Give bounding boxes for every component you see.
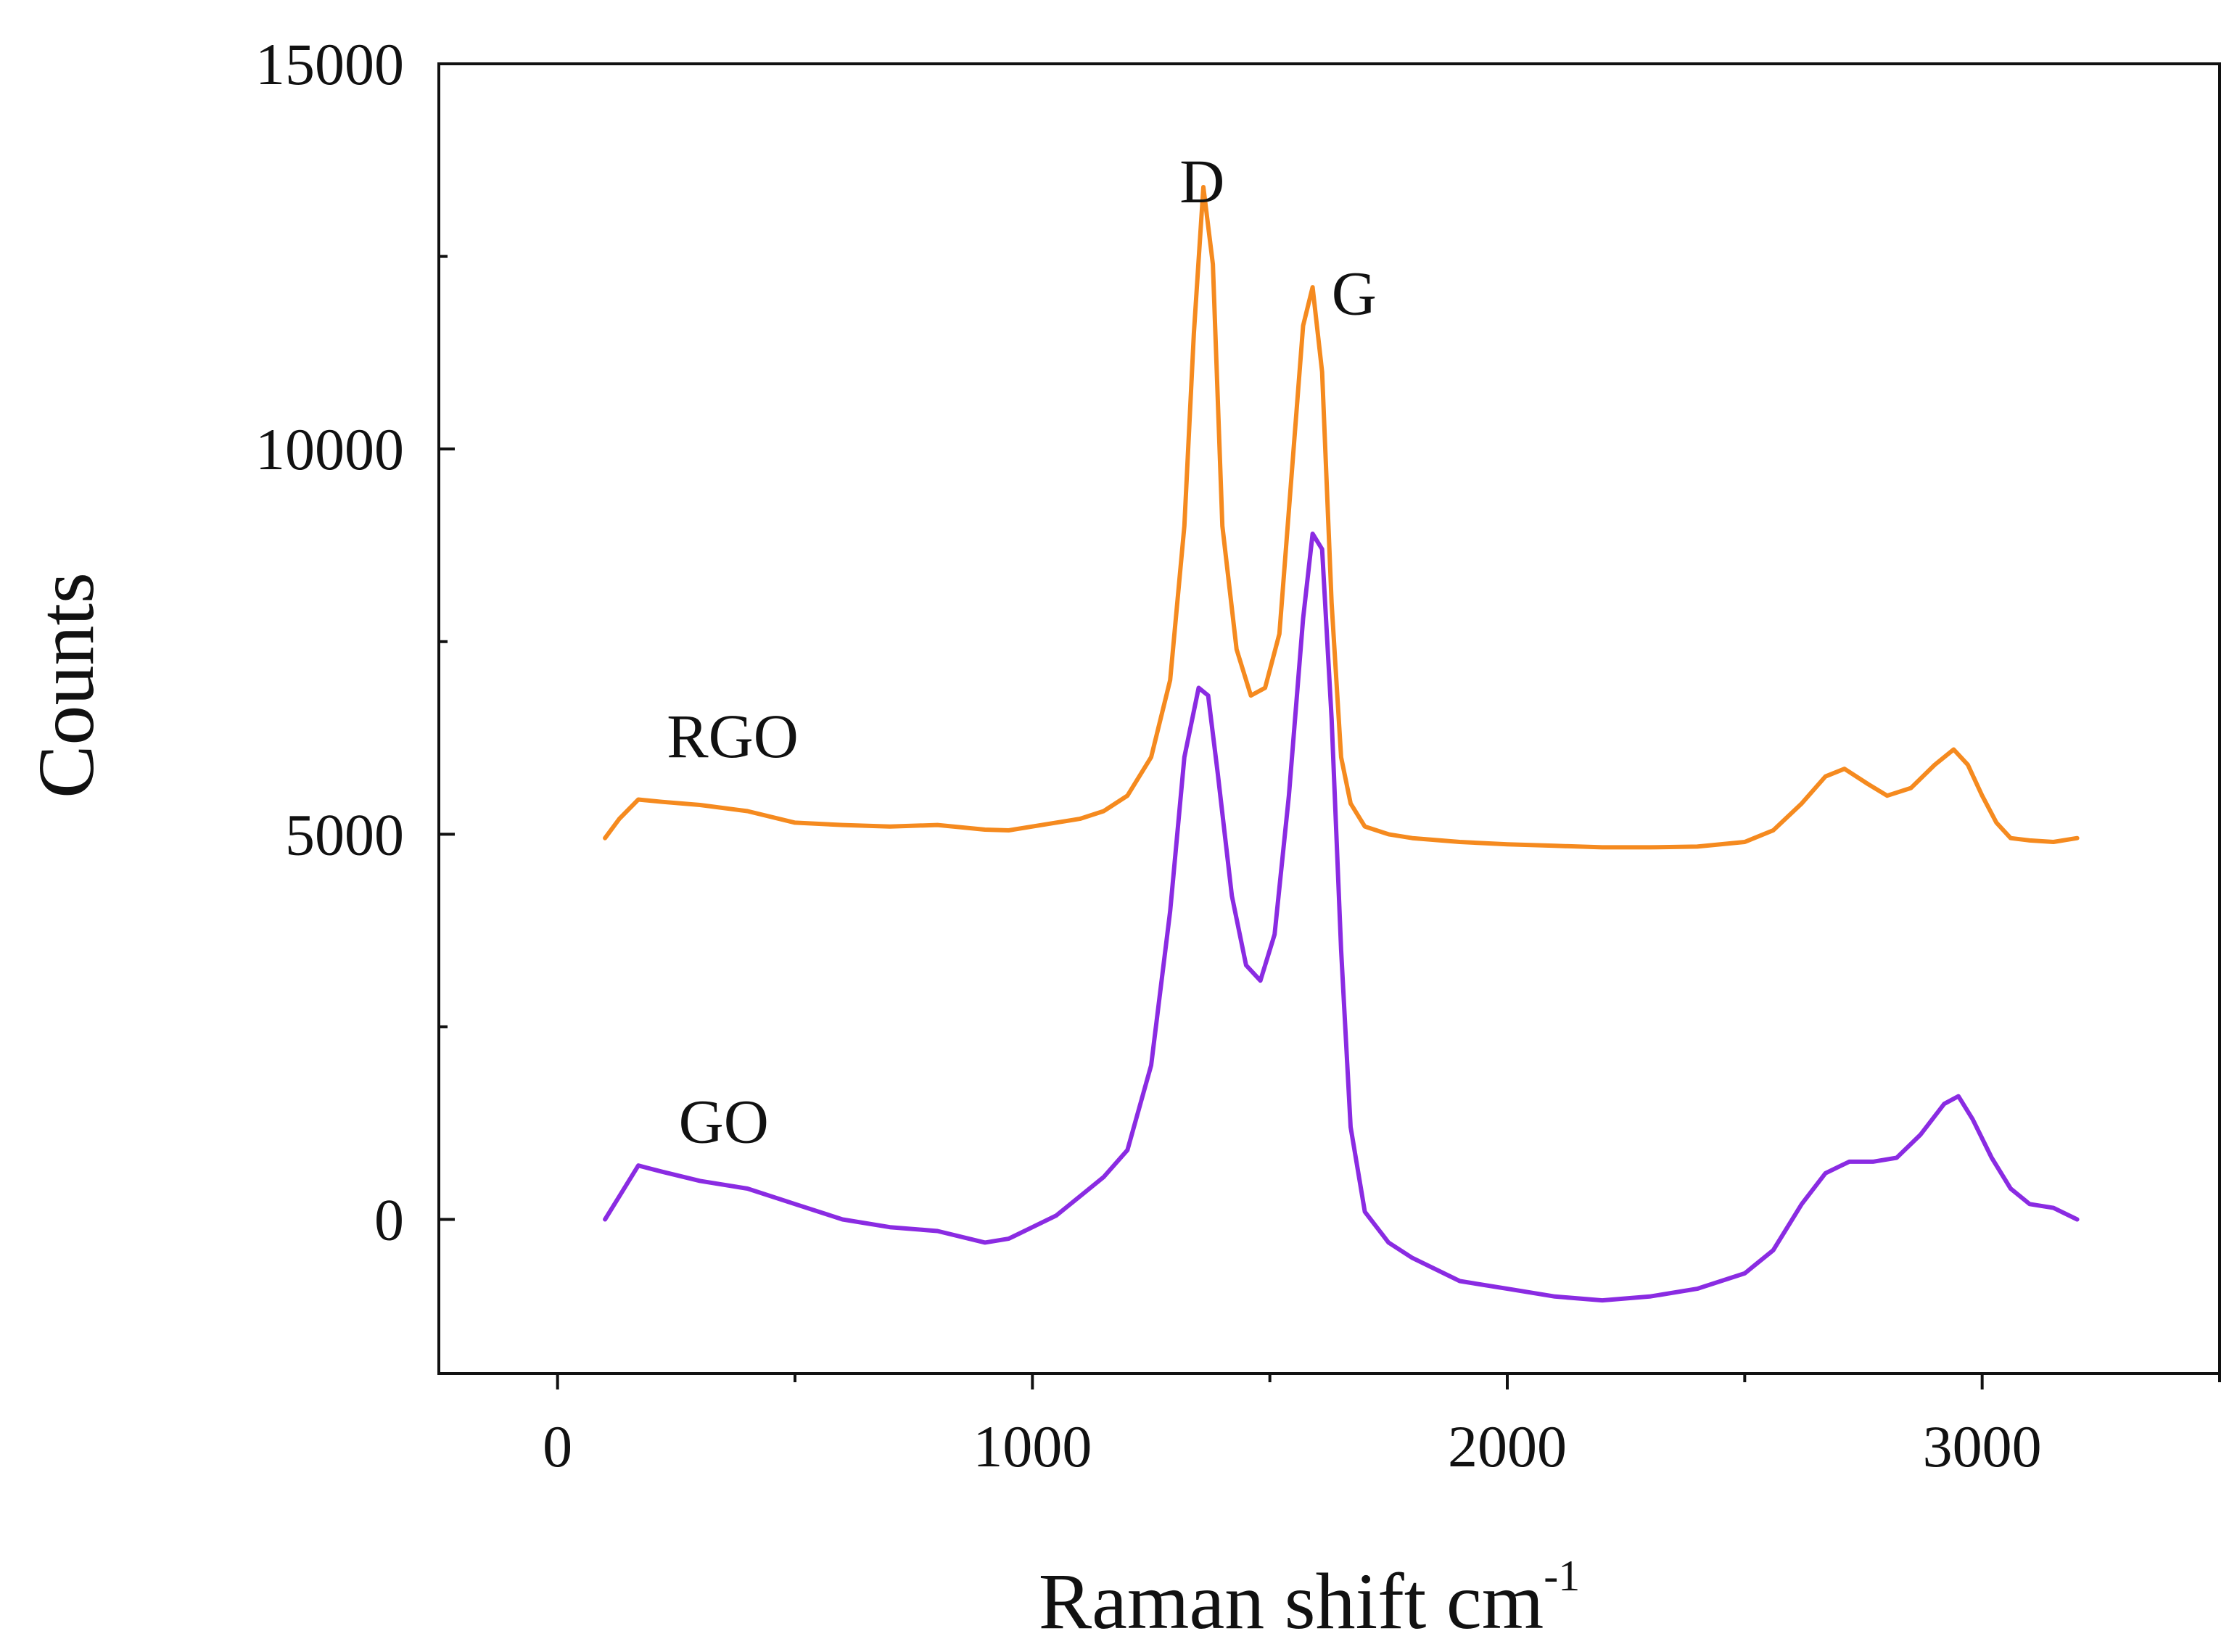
y-tick-label: 0 xyxy=(374,1187,404,1253)
annotation-g: G xyxy=(1332,258,1377,328)
y-tick-label: 5000 xyxy=(285,801,404,867)
y-axis-title: Counts xyxy=(22,572,110,798)
y-tick-label: 10000 xyxy=(255,416,404,482)
x-tick-label: 3000 xyxy=(1923,1413,2042,1479)
x-axis: 0 1000 2000 3000 xyxy=(543,1374,2221,1479)
x-tick-label: 2000 xyxy=(1448,1413,1567,1479)
annotation-layer: D G RGO GO xyxy=(667,146,1377,1156)
annotation-d: D xyxy=(1179,146,1224,216)
annotation-go: GO xyxy=(679,1086,769,1156)
x-axis-title: Raman shift cm-1 xyxy=(1039,1552,1581,1645)
x-axis-title-text: Raman shift cm xyxy=(1039,1557,1544,1645)
y-axis: 0 5000 10000 15000 xyxy=(255,31,455,1253)
x-tick-label: 0 xyxy=(543,1413,572,1479)
y-tick-label: 15000 xyxy=(255,31,404,97)
annotation-rgo: RGO xyxy=(667,701,799,771)
series-line-rgo xyxy=(603,185,2080,850)
x-axis-title-superscript: -1 xyxy=(1544,1552,1580,1600)
series-line-go xyxy=(603,532,2080,1303)
series-layer xyxy=(603,185,2080,1303)
x-tick-label: 1000 xyxy=(973,1413,1092,1479)
plot-frame xyxy=(437,62,2221,1375)
